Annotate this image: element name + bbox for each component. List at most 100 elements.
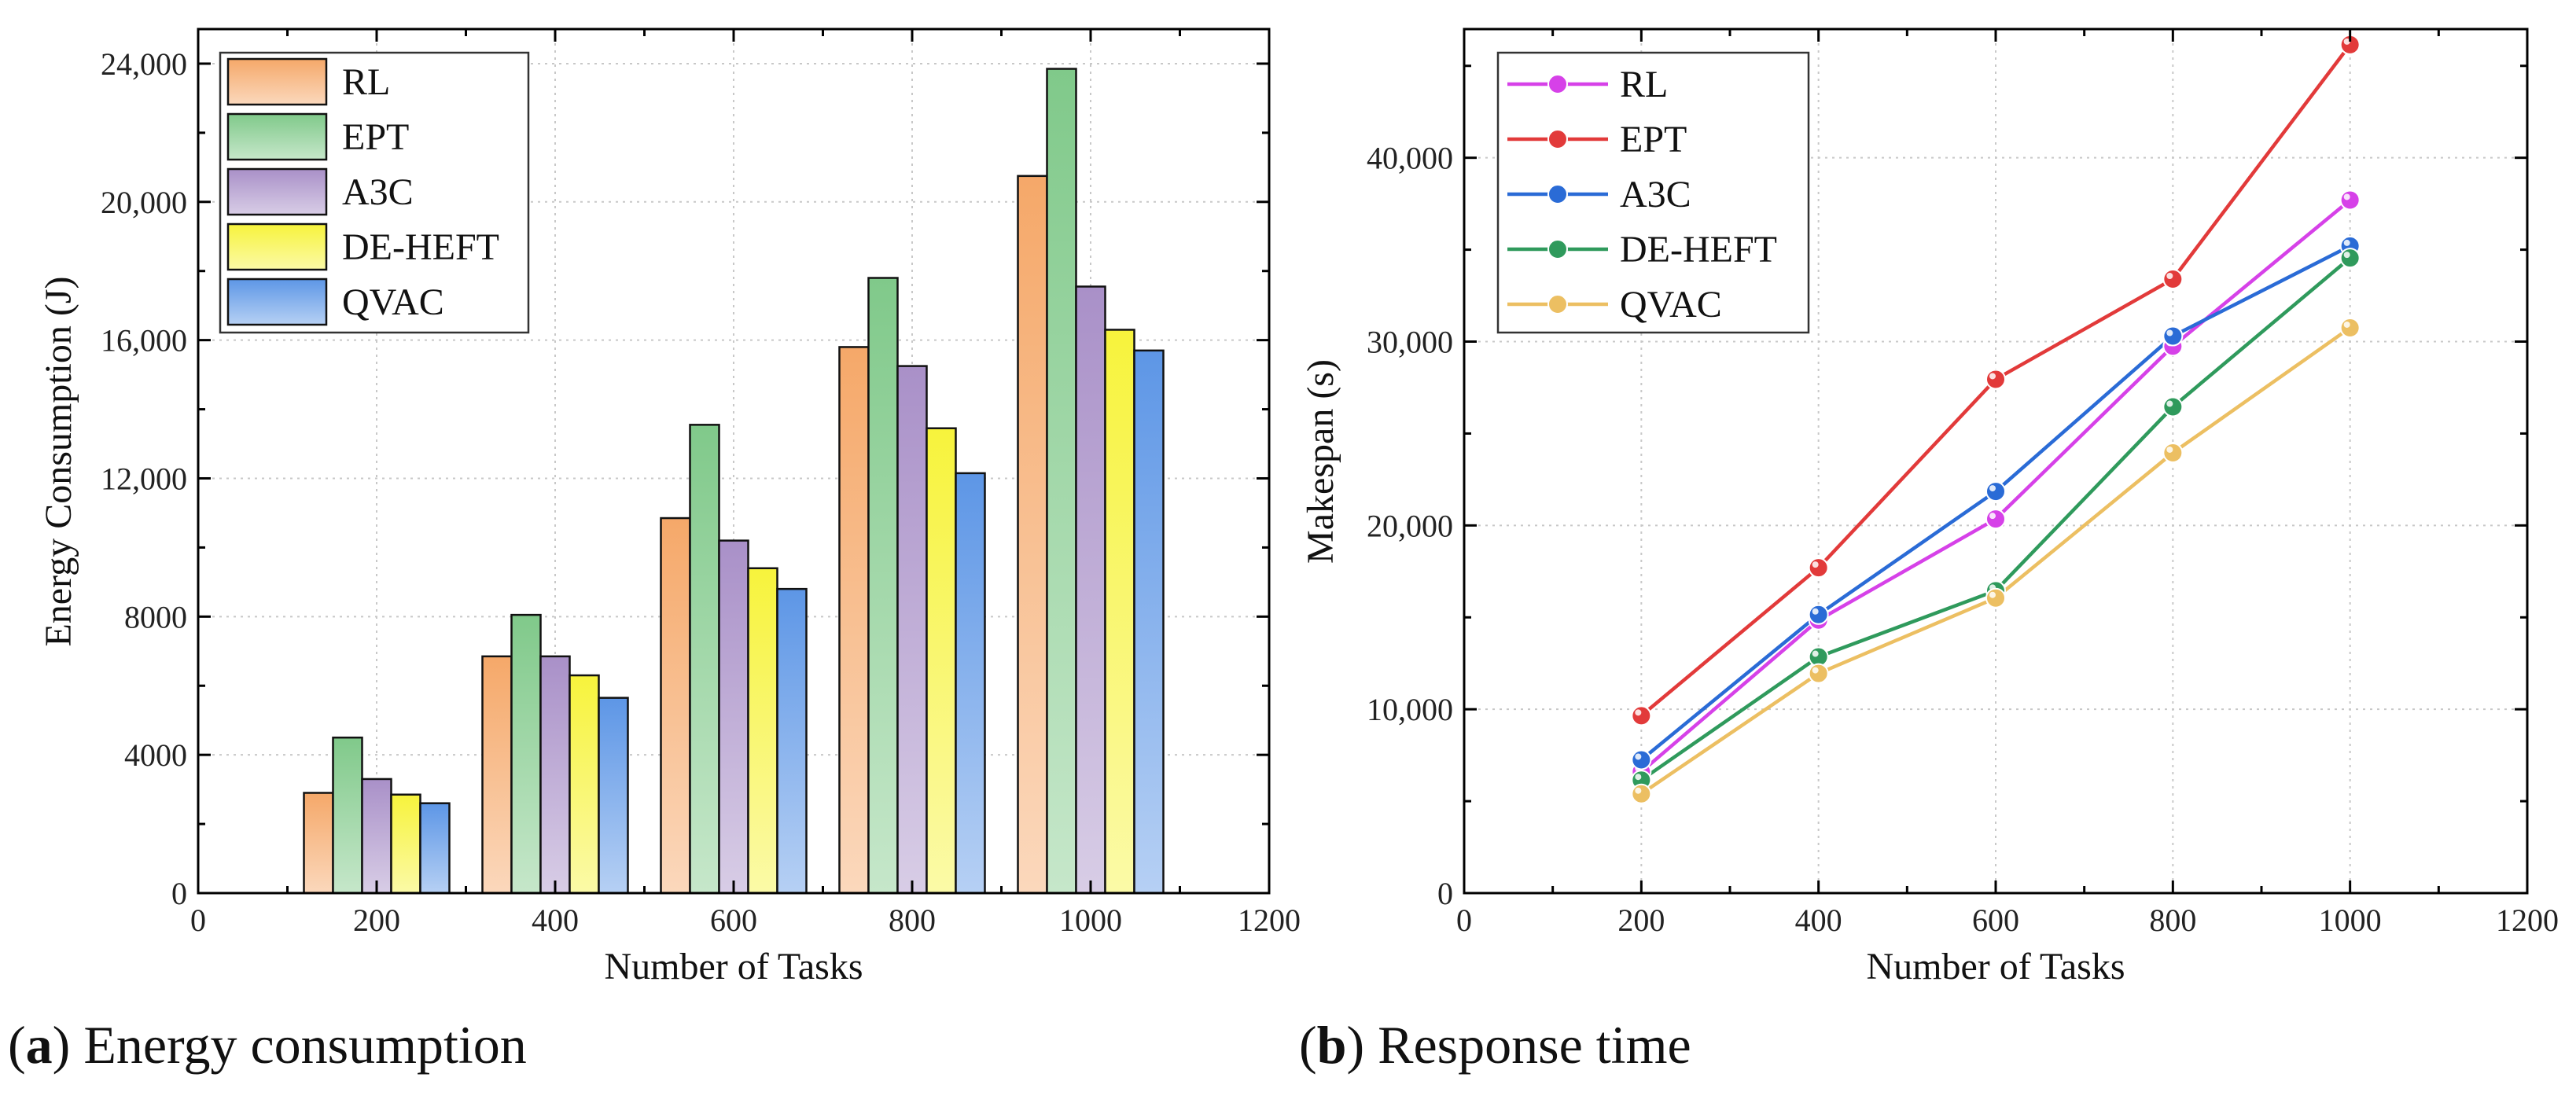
makespan-caption: (b) Response time — [1299, 1015, 1691, 1075]
energy-ticks: 0 200 400 600 800 1000 1200 0 4000 8000 12,000 16,0… — [101, 29, 1301, 938]
makespan-x-tick-label: 200 — [1617, 903, 1665, 938]
makespan-point-qvac — [1631, 783, 1652, 804]
makespan-x-tick-label: 1000 — [2319, 903, 2382, 938]
makespan-point-highlight — [1989, 485, 1996, 492]
energy-x-axis-label: Number of Tasks — [604, 946, 863, 987]
energy-bar-de-heft — [926, 427, 957, 895]
makespan-point-rl — [1985, 509, 2006, 530]
energy-y-tick-label: 24,000 — [101, 46, 187, 82]
makespan-point-ept — [1985, 369, 2006, 390]
energy-legend-swatch-rl — [226, 57, 328, 106]
makespan-point-highlight — [2343, 321, 2350, 328]
makespan-point-ept — [1808, 557, 1829, 579]
energy-legend-label: QVAC — [342, 281, 444, 323]
makespan-point-highlight — [1635, 709, 1642, 716]
makespan-point-highlight — [1989, 373, 1996, 380]
makespan-legend-marker — [1547, 129, 1568, 149]
makespan-point-highlight — [1812, 667, 1819, 674]
makespan-legend-label: EPT — [1620, 119, 1687, 160]
energy-legend-label: EPT — [342, 116, 409, 158]
energy-bar-de-heft — [390, 793, 421, 895]
energy-legend-label: DE-HEFT — [342, 226, 499, 268]
makespan-x-tick-label: 0 — [1456, 903, 1472, 938]
energy-legend-label: RL — [342, 61, 390, 103]
energy-bar-de-heft — [1104, 329, 1135, 895]
makespan-point-highlight — [1812, 608, 1819, 615]
energy-bar-ept — [510, 613, 542, 895]
makespan-legend-marker — [1547, 74, 1568, 94]
energy-bar-a3c — [361, 778, 392, 895]
energy-legend-swatch-ept — [226, 112, 328, 161]
makespan-legend-label: A3C — [1620, 174, 1691, 215]
makespan-point-a3c — [1808, 604, 1829, 625]
energy-x-tick-label: 0 — [190, 903, 206, 938]
energy-x-tick-label: 400 — [532, 903, 579, 938]
makespan-y-tick-label: 10,000 — [1367, 692, 1453, 727]
makespan-point-de-heft — [2339, 248, 2361, 269]
makespan-point-highlight — [2343, 193, 2350, 200]
energy-bar-qvac — [776, 587, 808, 895]
energy-legend-label: A3C — [342, 171, 414, 213]
makespan-legend-marker — [1547, 294, 1568, 314]
makespan-point-highlight — [1989, 513, 1996, 520]
energy-x-tick-label: 1200 — [1238, 903, 1301, 938]
energy-y-tick-label: 16,000 — [101, 323, 187, 358]
makespan-point-highlight — [1635, 787, 1642, 794]
makespan-point-highlight — [1812, 561, 1819, 568]
makespan-chart: 0 200 400 600 800 1000 1200 0 10,000 20,000 30,000… — [1299, 28, 2559, 1075]
energy-bar-rl — [481, 655, 513, 895]
makespan-legend-marker — [1547, 184, 1568, 204]
energy-bar-ept — [689, 424, 720, 895]
energy-y-tick-label: 20,000 — [101, 185, 187, 220]
energy-bar-de-heft — [569, 674, 600, 895]
energy-bar-qvac — [598, 697, 629, 895]
makespan-point-highlight — [2343, 239, 2350, 246]
makespan-point-qvac — [1808, 663, 1829, 684]
energy-bar-rl — [660, 517, 691, 895]
makespan-point-de-heft — [2162, 396, 2184, 417]
makespan-point-qvac — [1985, 587, 2006, 608]
makespan-point-a3c — [1631, 749, 1652, 770]
makespan-lines — [1631, 34, 2361, 804]
makespan-legend-marker — [1547, 239, 1568, 259]
energy-bar-qvac — [955, 472, 986, 895]
energy-y-tick-label: 4000 — [124, 737, 187, 773]
makespan-x-tick-label: 600 — [1972, 903, 2019, 938]
energy-legend-swatch-qvac — [226, 278, 328, 326]
makespan-point-ept — [2162, 269, 2184, 290]
makespan-x-axis-label: Number of Tasks — [1866, 946, 2125, 987]
energy-y-tick-label: 0 — [171, 876, 187, 911]
makespan-legend-label: RL — [1620, 64, 1668, 105]
makespan-x-tick-label: 400 — [1795, 903, 1842, 938]
makespan-point-highlight — [2343, 38, 2350, 45]
makespan-point-highlight — [1989, 591, 1996, 598]
energy-bar-a3c — [1075, 285, 1106, 895]
energy-bar-ept — [1046, 68, 1077, 895]
makespan-point-a3c — [2162, 325, 2184, 347]
makespan-legend: RL EPT A3C DE-HEFT QVAC — [1496, 51, 1810, 334]
makespan-y-tick-label: 30,000 — [1367, 325, 1453, 360]
energy-bar-ept — [332, 736, 363, 895]
energy-legend: RL EPT A3C DE-HEFT QVAC — [219, 51, 530, 334]
energy-bar-a3c — [539, 655, 571, 895]
energy-bar-rl — [303, 792, 334, 895]
makespan-point-highlight — [1635, 774, 1642, 781]
energy-x-tick-label: 600 — [710, 903, 757, 938]
energy-bar-qvac — [1133, 349, 1165, 895]
energy-bar-rl — [1017, 175, 1048, 895]
makespan-x-tick-label: 800 — [2149, 903, 2196, 938]
makespan-point-highlight — [2343, 252, 2350, 259]
makespan-y-tick-label: 0 — [1437, 876, 1453, 911]
makespan-x-tick-label: 1200 — [2496, 903, 2559, 938]
makespan-legend-label: DE-HEFT — [1620, 229, 1777, 270]
makespan-point-highlight — [2166, 400, 2173, 407]
energy-legend-swatch-a3c — [226, 167, 328, 216]
makespan-point-highlight — [1812, 650, 1819, 657]
energy-bar-a3c — [896, 365, 928, 895]
energy-legend-swatch-de-heft — [226, 222, 328, 271]
energy-bar-de-heft — [747, 567, 778, 895]
makespan-ticks: 0 200 400 600 800 1000 1200 0 10,000 20,000 30,000… — [1367, 29, 2559, 938]
makespan-point-ept — [1631, 705, 1652, 726]
makespan-point-highlight — [2166, 329, 2173, 336]
energy-bar-ept — [867, 277, 899, 895]
